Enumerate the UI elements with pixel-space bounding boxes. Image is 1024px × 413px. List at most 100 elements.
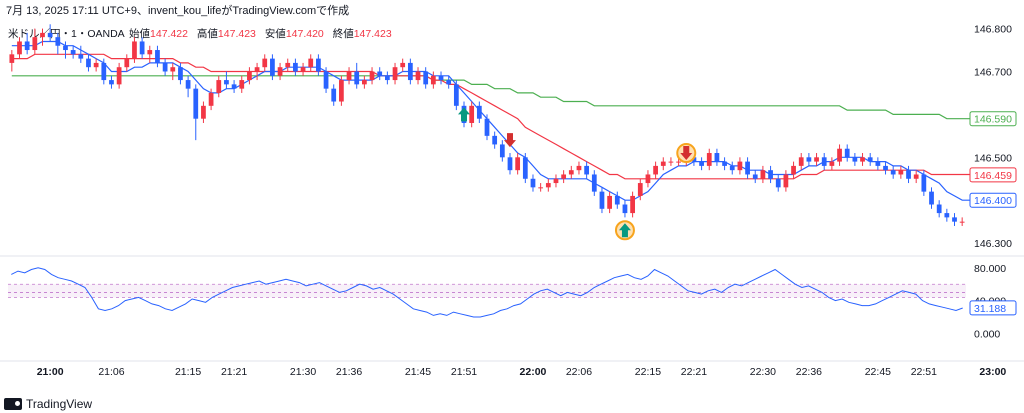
candle-body [890,170,896,175]
price-label-text: 146.459 [974,170,1012,182]
candle-body [400,62,406,68]
candle-body [883,165,888,171]
candle-body [430,75,436,85]
rsi-axis-tick-label: 80.000 [974,263,1006,275]
time-axis-label: 22:45 [865,366,891,378]
candle-body [775,178,781,188]
candle-body [354,71,360,85]
candle-body [47,32,53,38]
candle-body [706,153,712,166]
price-label-box [969,167,1017,183]
time-axis-label: 22:30 [750,366,776,378]
candle-body [561,174,567,179]
time-axis-label: 22:06 [566,366,592,378]
candle-body [55,37,61,46]
candle-body [323,71,329,89]
time-axis-label: 21:06 [98,366,124,378]
candle-body [821,157,827,166]
ma-slow-line [11,75,970,120]
chart-caption: 7月 13, 2025 17:11 UTC+9、invent_kou_lifeが… [6,5,350,17]
candle-body [545,183,551,188]
candle-body [622,204,628,214]
candle-body [844,148,850,158]
candle-body [530,178,536,188]
candle-body [247,71,252,81]
candle-body [193,88,199,119]
candle-body [515,157,521,171]
candle-body [362,80,367,85]
rsi-value-box [969,300,1017,316]
candle-body [630,195,635,214]
sell-arrow [503,133,516,148]
candle-body [568,170,574,175]
candle-body [254,67,260,72]
close-label: 終値 [332,28,354,40]
candle-body [691,157,697,162]
price-axis-tick-label: 146.500 [974,152,1012,164]
candle-body [293,62,298,72]
candle-body [224,80,229,85]
candle-body [522,157,528,179]
candle-body [86,58,91,68]
tradingview-logo-icon [4,398,22,410]
candle-body [760,170,766,179]
candle-body [101,62,107,81]
candle-body [936,204,942,214]
time-axis-label: 22:15 [635,366,661,378]
ma-fast-line [11,40,970,201]
candle-body [116,67,122,85]
open-label: 始値 [129,28,151,40]
candle-body [676,161,681,163]
candle-body [852,157,858,162]
candle-body [392,67,398,81]
candle-body [308,58,314,68]
candle-body [660,161,666,166]
symbol-label: 米ドル／円・1・OANDA [8,28,125,40]
candle-body [499,144,505,158]
candle-body [24,41,30,51]
candle-body [867,157,873,162]
candle-body [63,45,68,51]
candle-body [591,174,597,192]
time-axis-label: 22:51 [911,366,937,378]
candle-body [607,195,612,209]
candle-body [384,75,390,81]
time-axis-label: 22:21 [681,366,707,378]
buy-signal-icon [458,107,471,122]
candle-body [875,161,881,166]
rsi-axis-tick-label: 0.000 [974,328,1000,340]
candle-body [17,41,22,55]
time-axis-label: 21:36 [336,366,362,378]
sell-arrow [680,146,693,161]
candle-body [768,170,773,179]
candle-body [438,75,444,81]
candle-body [32,37,38,51]
candle-body [453,84,459,106]
candle-body [93,62,99,68]
candle-body [860,157,865,162]
candle-body [109,80,114,85]
price-axis-tick-label: 146.800 [974,24,1012,36]
ma-mid-line [11,53,970,180]
candle-body [446,80,452,85]
candle-body [201,105,206,119]
candle-body [185,80,191,89]
candle-body [139,41,145,55]
candle-body [714,153,720,162]
candle-body [469,105,475,123]
price-axis-tick-label: 146.700 [974,66,1012,78]
candle-body [783,174,789,188]
candle-body [944,213,950,218]
candle-body [285,62,291,68]
time-axis-label: 22:00 [520,366,547,378]
candle-body [921,174,927,192]
candle-body [806,157,812,162]
price-label-text: 146.400 [974,195,1012,207]
candle-body [599,191,605,209]
candle-body [798,157,804,166]
rsi-band-fill [8,284,966,298]
candle-body [162,62,168,72]
candle-body [262,58,268,68]
time-axis-label: 23:00 [979,366,1006,378]
